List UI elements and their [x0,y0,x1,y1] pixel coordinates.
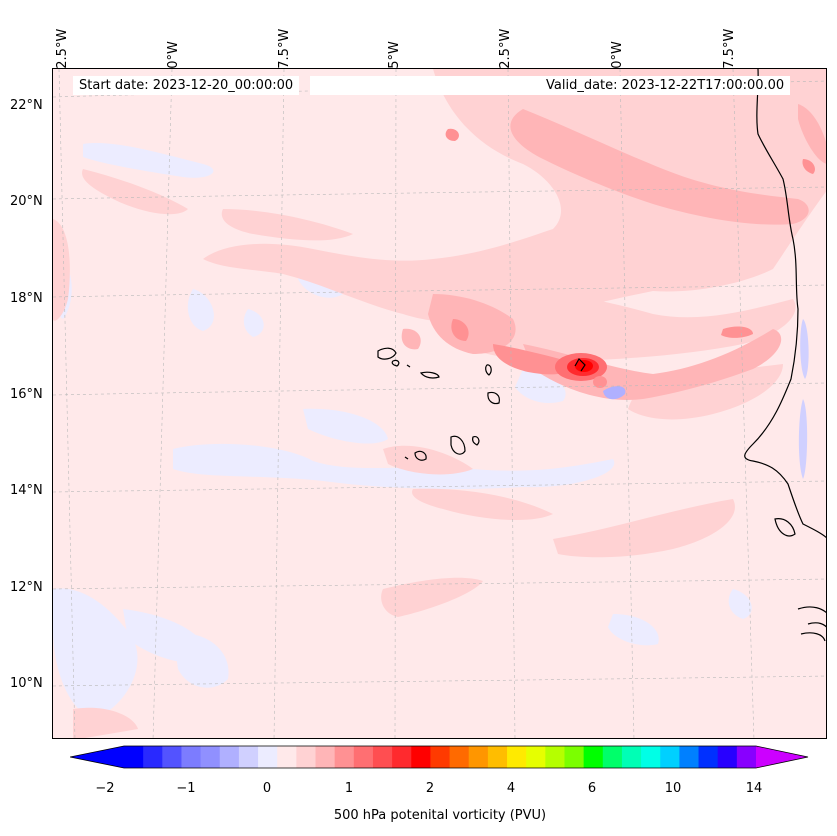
map-plot-area[interactable] [52,68,827,739]
lat-label: 16°N [10,387,43,402]
colorbar-segment [430,746,451,768]
lat-label: 10°N [10,676,43,691]
colorbar-segment [507,746,527,768]
moderate-pv-band [401,104,826,400]
colorbar-segment [124,746,144,768]
negative-pv-patches [53,143,752,719]
pv-field-map [53,69,826,738]
colorbar-segment [296,746,317,768]
colorbar-segment [200,746,221,768]
colorbar [70,744,810,774]
colorbar-segment [219,746,240,768]
colorbar-segment [334,746,355,768]
colorbar-segment [698,746,719,768]
colorbar-segment [679,746,700,768]
info-bar-fill [310,76,542,95]
colorbar-tick: 14 [745,781,763,796]
colorbar-segment [641,746,661,768]
colorbar-segment [487,746,508,768]
colorbar-segment [717,746,738,768]
colorbar-tick: 0 [262,781,272,796]
colorbar-segment [545,746,565,768]
colorbar-segment [277,746,297,768]
colorbar-segment [468,746,489,768]
coastline [744,69,826,642]
valid-date-label: Valid_date: 2023-12-22T17:00:00.00 [540,76,791,95]
colorbar-segment [583,746,604,768]
colorbar-tick: 2 [425,781,435,796]
colorbar-segment [602,746,623,768]
lat-label: 12°N [10,580,43,595]
negative-pv-minimum [603,319,809,479]
colorbar-segment [449,746,470,768]
colorbar-under-arrow [70,746,124,768]
colorbar-title: 500 hPa potenital vorticity (PVU) [333,808,547,823]
colorbar-segment [392,746,412,768]
colorbar-segment [238,746,259,768]
colorbar-segment [143,746,163,768]
islands [377,347,586,461]
colorbar-segment [564,746,585,768]
lat-label: 14°N [10,483,43,498]
colorbar-segment [411,746,431,768]
colorbar-segment [372,746,393,768]
colorbar-tick: 10 [664,781,682,796]
lat-label: 22°N [10,98,43,113]
colorbar-tick: 6 [587,781,597,796]
colorbar-outline [70,745,809,769]
colorbar-tick: 1 [344,781,354,796]
colorbar-segment [181,746,202,768]
colorbar-bar [70,745,809,769]
colorbar-tick: 4 [506,781,516,796]
colorbar-segment [258,746,278,768]
colorbar-segment [162,746,182,768]
colorbar-segment [660,746,680,768]
colorbar-segment [353,746,374,768]
colorbar-segment [315,746,336,768]
colorbar-segment [736,746,757,768]
colorbar-segment [621,746,642,768]
lat-label: 18°N [10,291,43,306]
colorbar-tick: −1 [176,781,196,796]
lat-label: 20°N [10,194,43,209]
colorbar-tick: −2 [95,781,115,796]
colorbar-segment [526,746,546,768]
colorbar-over-arrow [756,746,808,768]
start-date-label: Start date: 2023-12-20_00:00:00 [73,76,300,95]
